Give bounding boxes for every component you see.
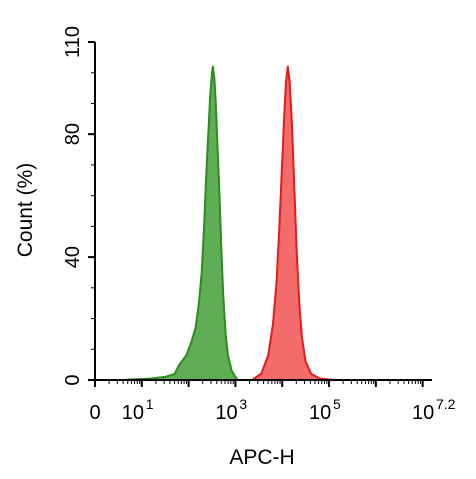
x-axis-ticks: 0 10 1 10 3 10 5 10 7.2 (89, 380, 456, 424)
x-tick-exponent: 5 (333, 396, 341, 412)
y-tick-label: 40 (62, 246, 84, 268)
series-1-area (251, 66, 334, 380)
x-tick-exponent: 1 (146, 396, 154, 412)
x-axis-title: APC-H (229, 446, 294, 469)
x-tick-label: 0 (89, 402, 100, 424)
series-0-area (123, 66, 238, 380)
x-tick-exponent: 3 (239, 396, 247, 412)
x-tick-label: 10 (215, 402, 237, 424)
y-tick-label: 110 (62, 26, 84, 58)
y-tick-label: 80 (62, 123, 84, 145)
x-tick-exponent: 7.2 (436, 396, 456, 412)
y-axis-ticks: 0 40 80 110 (62, 26, 95, 386)
x-tick-label: 10 (309, 402, 331, 424)
series-0-line (123, 65, 239, 381)
series-layer (123, 65, 334, 381)
series-1-line (251, 65, 334, 381)
x-tick-label: 10 (122, 402, 144, 424)
y-tick-label: 0 (62, 374, 84, 385)
y-axis-title: Count (%) (14, 163, 37, 258)
x-tick-label: 10 (412, 402, 434, 424)
